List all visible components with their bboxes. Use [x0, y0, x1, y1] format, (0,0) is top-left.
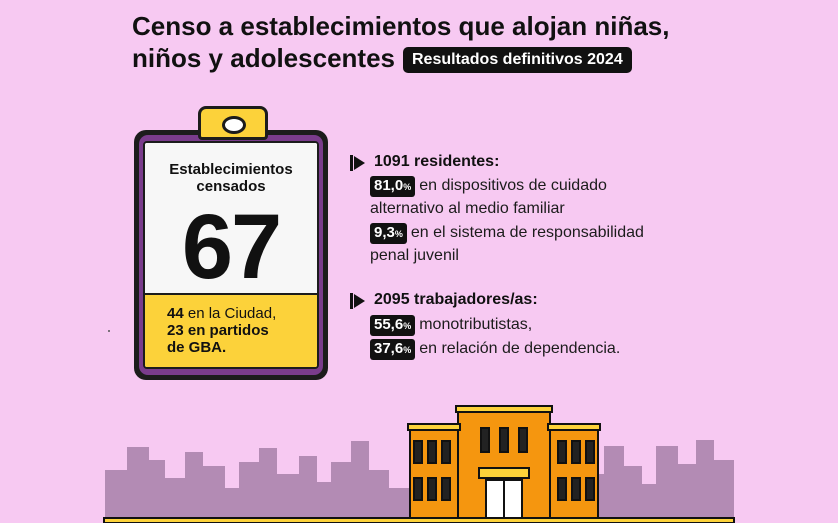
results-badge: Resultados definitivos 2024: [402, 47, 632, 73]
workers-item-2-value: 37,6: [374, 340, 404, 357]
gba-label-2: de GBA.: [167, 339, 227, 356]
city-label: en la Ciudad,: [187, 305, 277, 322]
title-line-2: niños y adolescentes Resultados definitiv…: [132, 42, 752, 74]
workers-item-2: 37,6% en relación de dependencia.: [370, 337, 620, 360]
gba-label: en partidos: [187, 322, 269, 339]
residents-item-1-text-1: en dispositivos de cuidado: [419, 177, 607, 194]
clipboard-paper: Establecimientos censados 67 44 en la Ci…: [143, 141, 319, 369]
clipboard-ring-icon: [222, 116, 246, 134]
establishments-label: Establecimientos censados: [169, 161, 293, 195]
title-line-1: Censo a establecimientos que alojan niña…: [132, 11, 670, 41]
residents-bullet-icon: [354, 156, 365, 170]
residents-item-1-text-2: alternativo al medio familiar: [370, 200, 565, 217]
city-count: 44: [167, 305, 184, 322]
workers-item-2-badge: 37,6%: [370, 339, 416, 360]
workers-item-1-badge: 55,6%: [370, 315, 416, 336]
residents-item-2-text-2: penal juvenil: [370, 247, 459, 264]
residents-item-1-badge: 81,0%: [370, 176, 416, 197]
residents-item-2-unit: %: [394, 229, 403, 239]
residents-item-1-line-1: 81,0% en dispositivos de cuidado: [370, 174, 607, 197]
workers-item-1-text: monotributistas,: [419, 316, 533, 333]
title-line-2-text: niños y adolescentes: [132, 43, 395, 73]
workers-item-1-value: 55,6: [374, 316, 404, 333]
gba-count: 23: [167, 322, 184, 339]
page-title: Censo a establecimientos que alojan niña…: [132, 10, 752, 74]
workers-item-1-unit: %: [403, 321, 412, 331]
establishments-breakdown: 44 en la Ciudad, 23 en partidos de GBA.: [167, 305, 276, 356]
residents-item-2-badge: 9,3%: [370, 223, 407, 244]
residents-item-2-line-1: 9,3% en el sistema de responsabilidad: [370, 221, 644, 244]
residents-item-2-value: 9,3: [374, 224, 395, 241]
residents-item-1-unit: %: [403, 182, 412, 192]
breakdown-line-2: 23 en partidos: [167, 322, 276, 339]
school-building-icon: [407, 405, 601, 519]
background-buildings: [105, 440, 734, 523]
residents-heading: 1091 residentes:: [374, 153, 500, 170]
residents-bullet-bar: [350, 155, 353, 171]
workers-item-2-text: en relación de dependencia.: [419, 340, 621, 357]
residents-item-1-value: 81,0: [374, 177, 404, 194]
workers-item-2-unit: %: [403, 345, 412, 355]
stray-dot: [108, 330, 110, 332]
workers-heading: 2095 trabajadores/as:: [374, 291, 538, 308]
breakdown-line-3: de GBA.: [167, 339, 276, 356]
residents-item-2-text-1: en el sistema de responsabilidad: [410, 224, 644, 241]
clipboard-paper-bottom: 44 en la Ciudad, 23 en partidos de GBA.: [145, 295, 317, 367]
workers-bullet-icon: [354, 294, 365, 308]
workers-item-1: 55,6% monotributistas,: [370, 313, 532, 336]
breakdown-line-1: 44 en la Ciudad,: [167, 305, 276, 322]
clipboard-paper-top: Establecimientos censados 67: [145, 143, 317, 295]
workers-bullet-bar: [350, 293, 353, 309]
establishments-number: 67: [181, 196, 282, 298]
